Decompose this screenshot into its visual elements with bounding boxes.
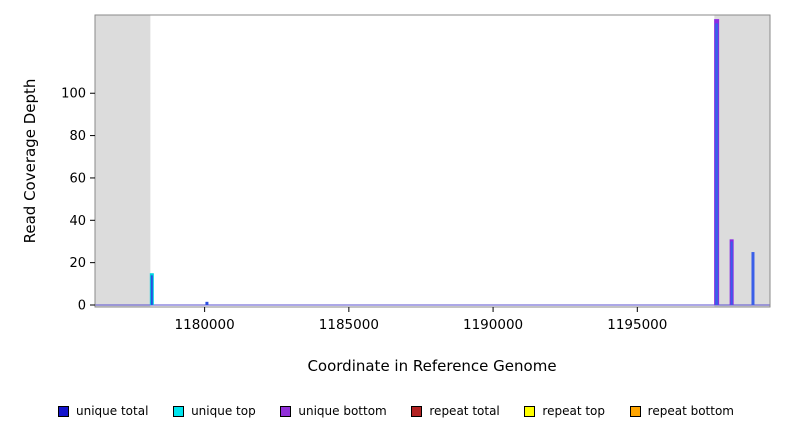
legend-item: unique top [173, 404, 256, 418]
legend-label: unique top [191, 404, 256, 418]
legend-item: unique bottom [280, 404, 387, 418]
coverage-spike [205, 301, 209, 305]
coverage-spike [715, 23, 719, 306]
y-tick-label: 0 [78, 299, 86, 314]
legend-label: repeat bottom [647, 404, 734, 418]
coverage-spike [730, 241, 733, 305]
x-axis-label: Coordinate in Reference Genome [307, 357, 557, 375]
y-tick-label: 80 [69, 129, 86, 144]
legend: unique total unique top unique bottom repea… [0, 398, 792, 424]
plot-panel-border [94, 14, 771, 308]
coverage-spike [751, 252, 755, 305]
legend-swatch [629, 405, 641, 417]
shaded-region [95, 15, 151, 307]
y-tick-label: 40 [69, 214, 86, 229]
legend-label: unique total [76, 404, 149, 418]
coverage-spike [150, 275, 153, 305]
y-tick-label: 100 [61, 87, 86, 102]
legend-item: repeat bottom [629, 404, 734, 418]
x-tick-label: 1195000 [607, 317, 667, 333]
legend-label: unique bottom [298, 404, 387, 418]
legend-item: unique total [58, 404, 148, 418]
y-axis-label: Read Coverage Depth [21, 78, 39, 244]
x-tick-label: 1180000 [175, 317, 235, 333]
legend-swatch [411, 405, 423, 417]
legend-label: repeat total [429, 404, 500, 418]
legend-label: repeat top [542, 404, 606, 418]
y-tick-label: 60 [69, 171, 86, 186]
shaded-region [714, 15, 770, 307]
legend-swatch [524, 405, 536, 417]
y-tick-label: 20 [69, 256, 86, 271]
legend-item: repeat top [524, 404, 605, 418]
plot-area: 0 20 40 60 80 100 1180000 1185000 1190000 1195000 [61, 14, 771, 333]
legend-item: repeat total [411, 404, 500, 418]
x-tick-label: 1190000 [463, 317, 523, 333]
legend-swatch [58, 405, 69, 417]
legend-swatch [280, 405, 292, 417]
x-tick-label: 1185000 [319, 317, 379, 333]
legend-swatch [173, 405, 185, 417]
